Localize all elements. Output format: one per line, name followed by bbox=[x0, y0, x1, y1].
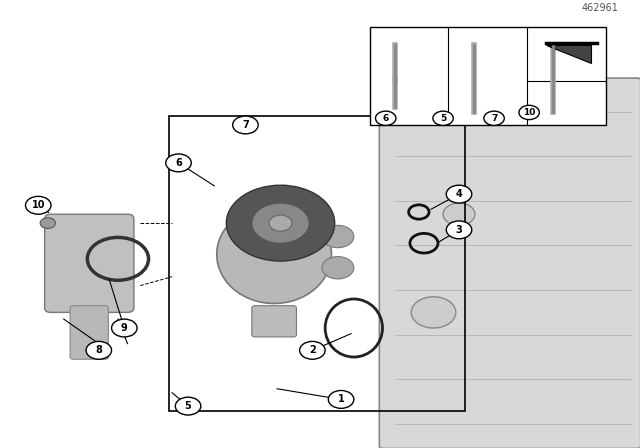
FancyBboxPatch shape bbox=[70, 306, 108, 359]
Circle shape bbox=[433, 111, 453, 125]
Text: 462961: 462961 bbox=[582, 4, 618, 13]
FancyBboxPatch shape bbox=[380, 78, 640, 448]
Circle shape bbox=[376, 111, 396, 125]
Ellipse shape bbox=[217, 205, 332, 303]
Circle shape bbox=[300, 341, 325, 359]
Circle shape bbox=[26, 196, 51, 214]
Text: 10: 10 bbox=[31, 200, 45, 210]
Text: 6: 6 bbox=[175, 158, 182, 168]
FancyBboxPatch shape bbox=[252, 306, 296, 337]
Text: 7: 7 bbox=[242, 120, 249, 130]
Circle shape bbox=[446, 185, 472, 203]
Text: 2: 2 bbox=[309, 345, 316, 355]
Text: 3: 3 bbox=[456, 225, 462, 235]
Text: 5: 5 bbox=[440, 114, 446, 123]
Text: 7: 7 bbox=[491, 114, 497, 123]
Text: 5: 5 bbox=[185, 401, 191, 411]
Text: 10: 10 bbox=[523, 108, 535, 117]
Text: 8: 8 bbox=[95, 345, 102, 355]
Circle shape bbox=[322, 225, 354, 248]
FancyBboxPatch shape bbox=[45, 214, 134, 312]
Circle shape bbox=[86, 341, 111, 359]
Bar bbox=[370, 27, 605, 125]
Circle shape bbox=[443, 203, 475, 225]
Circle shape bbox=[166, 154, 191, 172]
Circle shape bbox=[322, 257, 354, 279]
Circle shape bbox=[175, 397, 201, 415]
Polygon shape bbox=[546, 45, 591, 63]
Circle shape bbox=[269, 215, 292, 231]
Text: 9: 9 bbox=[121, 323, 128, 333]
Circle shape bbox=[519, 105, 540, 120]
Text: 6: 6 bbox=[383, 114, 389, 123]
Circle shape bbox=[328, 391, 354, 408]
Circle shape bbox=[40, 218, 56, 228]
Text: 4: 4 bbox=[456, 189, 462, 199]
Text: 1: 1 bbox=[338, 394, 344, 405]
Circle shape bbox=[111, 319, 137, 337]
Circle shape bbox=[233, 116, 258, 134]
Circle shape bbox=[446, 221, 472, 239]
Circle shape bbox=[484, 111, 504, 125]
Bar bbox=[169, 116, 465, 410]
Circle shape bbox=[252, 203, 309, 243]
Circle shape bbox=[412, 297, 456, 328]
Circle shape bbox=[227, 185, 335, 261]
